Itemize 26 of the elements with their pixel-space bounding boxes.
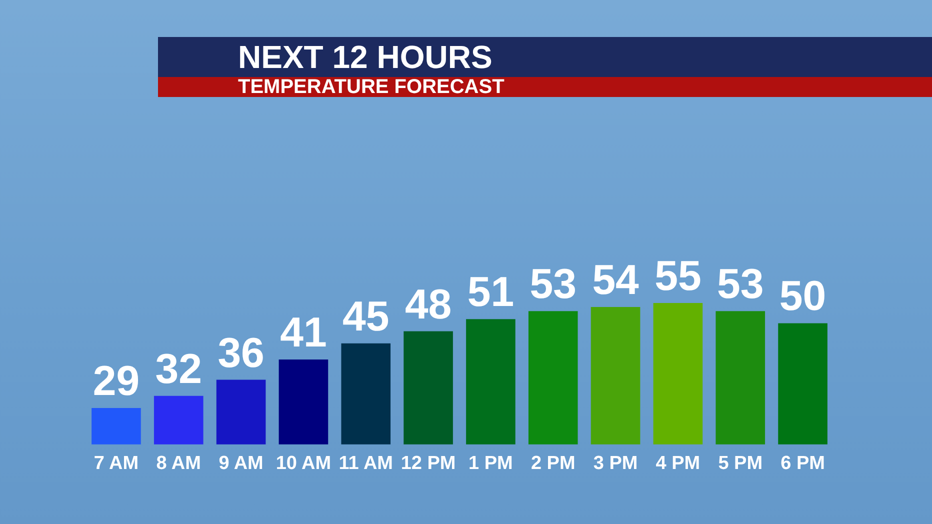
- data-label: 29: [92, 356, 140, 404]
- chart-subtitle: TEMPERATURE FORECAST: [238, 76, 504, 98]
- data-label: 50: [779, 272, 826, 319]
- data-label: 55: [654, 252, 702, 299]
- data-label: 53: [530, 260, 576, 307]
- data-label: 41: [280, 308, 327, 356]
- data-label: 53: [717, 260, 764, 307]
- x-tick-label: 12 PM: [400, 452, 456, 474]
- data-label: 45: [342, 292, 390, 339]
- data-label: 51: [467, 268, 514, 315]
- x-tick-label: 10 AM: [276, 452, 332, 474]
- x-tick-label: 9 AM: [218, 452, 264, 474]
- x-tick-label: 4 PM: [656, 452, 700, 474]
- x-tick-label: 3 PM: [593, 452, 638, 474]
- data-label: 54: [592, 256, 640, 303]
- x-tick-label: 1 PM: [468, 452, 513, 474]
- x-tick-label: 11 AM: [338, 452, 393, 474]
- data-label: 32: [155, 344, 202, 392]
- data-label: 36: [218, 328, 264, 376]
- x-tick-label: 8 AM: [156, 452, 201, 474]
- chart-title: NEXT 12 HOURS: [238, 39, 492, 75]
- x-tick-label: 5 PM: [718, 452, 763, 474]
- data-label: 48: [404, 280, 452, 327]
- x-tick-label: 6 PM: [780, 452, 825, 474]
- x-tick-label: 2 PM: [530, 452, 576, 474]
- x-tick-label: 7 AM: [94, 452, 139, 474]
